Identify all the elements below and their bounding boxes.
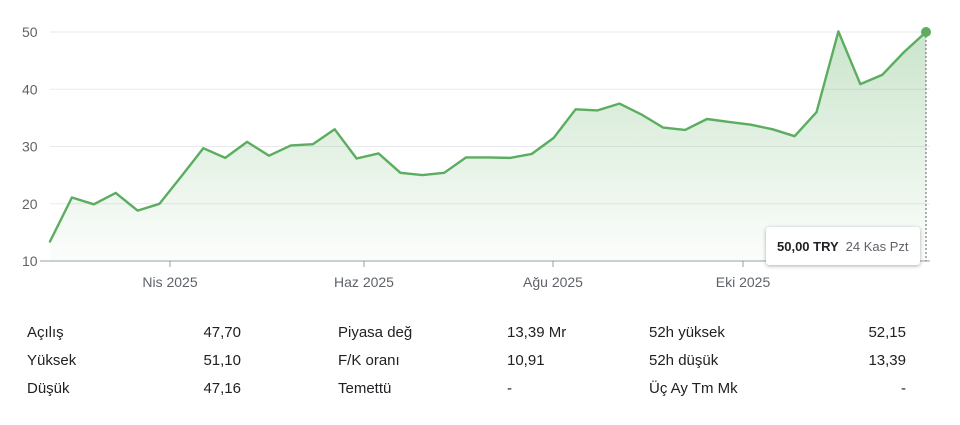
stat-label: Düşük [27, 380, 70, 397]
hover-marker [921, 27, 931, 261]
price-tooltip: 50,00 TRY 24 Kas Pzt [766, 227, 920, 265]
stats-row: Düşük 47,16 Temettü - Üç Ay Tm Mk - [0, 380, 960, 400]
stat-value: 13,39 [868, 352, 906, 369]
tooltip-date: 24 Kas Pzt [845, 238, 909, 254]
stat-label: Piyasa değ [338, 324, 413, 341]
price-line [48, 30, 928, 243]
stat-label: Temettü [338, 380, 392, 397]
y-tick-label: 20 [22, 196, 38, 212]
y-tick-label: 50 [22, 24, 38, 40]
price-chart[interactable]: 10 20 30 40 50 Nis 2025 Haz 2025 Ağu 2025 Eki 2… [0, 0, 960, 300]
x-tick-label: Haz 2025 [334, 274, 394, 290]
tooltip-price: 50,00 TRY [777, 238, 839, 254]
key-stats-table: Açılış 47,70 Piyasa değ 13,39 Mr 52h yük… [0, 320, 960, 410]
x-tick-label: Ağu 2025 [523, 274, 583, 290]
stat-value: 52,15 [868, 324, 906, 341]
stat-value: 13,39 Mr [507, 324, 567, 341]
y-tick-label: 40 [22, 81, 38, 97]
hover-point [921, 27, 931, 37]
stat-value: - [507, 380, 512, 397]
price-series [48, 30, 928, 262]
stat-value: 47,70 [203, 324, 241, 341]
stat-label: Açılış [27, 324, 64, 341]
stat-label: 52h yüksek [649, 324, 725, 341]
stat-value: 51,10 [203, 352, 241, 369]
stat-label: Üç Ay Tm Mk [649, 380, 738, 397]
x-tick-label: Nis 2025 [142, 274, 197, 290]
stat-label: Yüksek [27, 352, 77, 369]
y-tick-label: 10 [22, 253, 38, 269]
x-tick-label: Eki 2025 [716, 274, 771, 290]
stat-label: 52h düşük [649, 352, 719, 369]
stat-label: F/K oranı [338, 352, 400, 369]
y-axis: 10 20 30 40 50 [22, 24, 38, 269]
y-tick-label: 30 [22, 139, 38, 155]
stats-row: Yüksek 51,10 F/K oranı 10,91 52h düşük 1… [0, 352, 960, 372]
stats-row: Açılış 47,70 Piyasa değ 13,39 Mr 52h yük… [0, 324, 960, 344]
price-area [50, 31, 926, 262]
x-axis: Nis 2025 Haz 2025 Ağu 2025 Eki 2025 [40, 260, 930, 290]
stat-value: - [901, 380, 906, 397]
stat-value: 47,16 [203, 380, 241, 397]
stat-value: 10,91 [507, 352, 545, 369]
